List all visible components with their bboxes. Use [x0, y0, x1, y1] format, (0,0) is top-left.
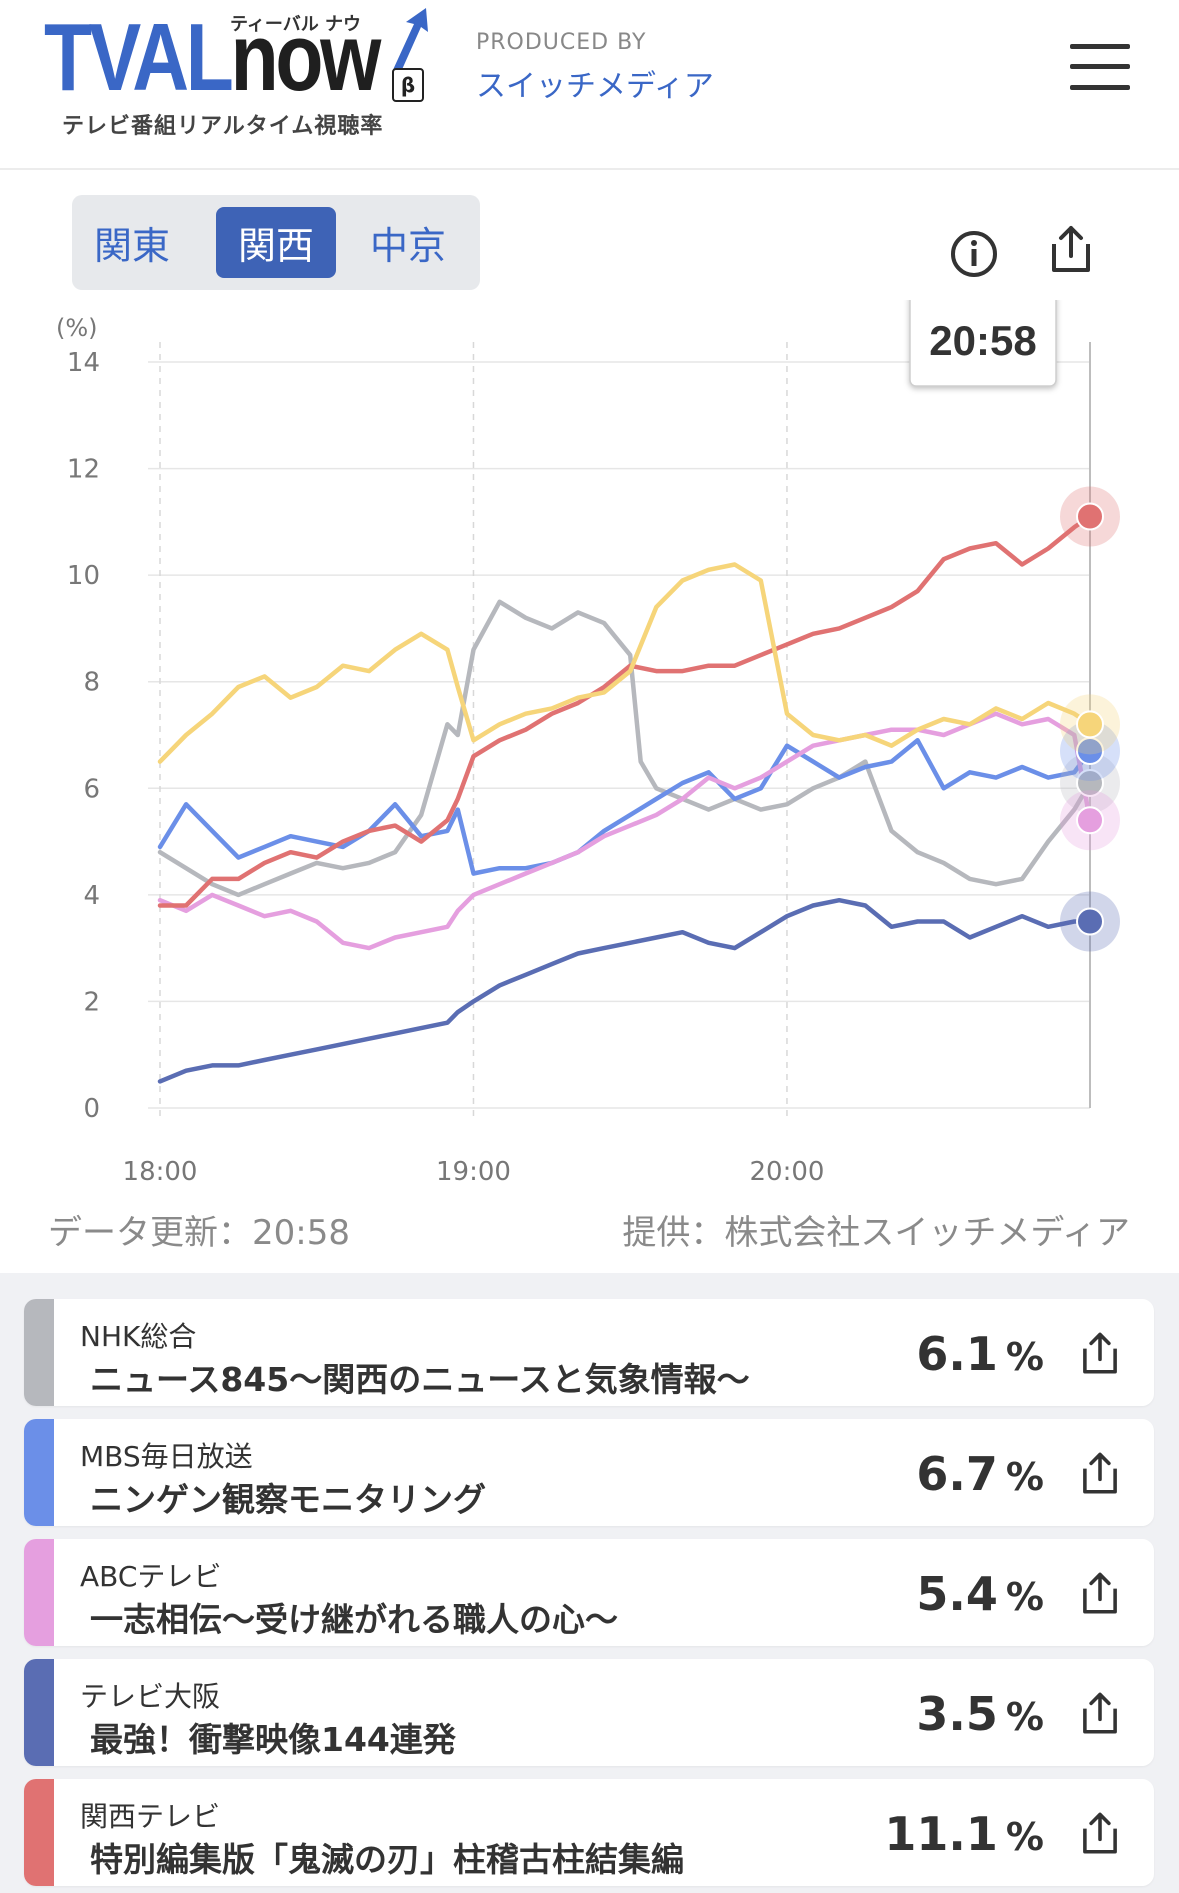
- logo-arrow-icon: [392, 8, 428, 74]
- endpoint-dot: [1076, 907, 1104, 936]
- program-rating: 11.1%: [884, 1807, 1044, 1861]
- tab-kanto[interactable]: 関東: [93, 224, 170, 268]
- series-line: [157, 514, 1093, 908]
- y-tick-label: 6: [83, 774, 100, 804]
- data-update-time: データ更新：20:58: [48, 1213, 350, 1253]
- region-tabs: 関東 関西 中京: [72, 195, 480, 290]
- x-tick-label: 18:00: [123, 1157, 198, 1187]
- logo-kana: ティーバル ナウ: [230, 14, 362, 35]
- x-tick-label: 19:00: [436, 1157, 511, 1187]
- y-tick-label: 0: [83, 1094, 100, 1124]
- program-rating: 3.5%: [916, 1687, 1044, 1741]
- series-line: [157, 562, 1093, 764]
- endpoint-dot: [1076, 502, 1104, 531]
- program-title: 特別編集版「鬼滅の刃」柱稽古柱結集編: [90, 1840, 684, 1879]
- program-rating: 6.7%: [916, 1447, 1044, 1501]
- logo-tagline: テレビ番組リアルタイム視聴率: [62, 114, 384, 139]
- series-line: [157, 897, 1093, 1084]
- share-icon[interactable]: [1044, 222, 1098, 278]
- y-axis-ticks: 0 2 4 6 8 10 12 14: [67, 348, 100, 1124]
- channel-name: MBS毎日放送: [80, 1440, 253, 1473]
- share-icon[interactable]: [1076, 1809, 1124, 1859]
- chart-grid: [148, 342, 1091, 1118]
- y-tick-label: 2: [83, 987, 100, 1017]
- program-title: ニュース845〜関西のニュースと気象情報〜: [90, 1360, 750, 1399]
- chart-series-lines: [157, 514, 1093, 1084]
- channel-color-bar: [24, 1419, 54, 1526]
- program-list: NHK総合 ニュース845〜関西のニュースと気象情報〜 6.1% MBS毎日放送…: [0, 1273, 1179, 1893]
- x-axis-ticks: 18:00 19:00 20:00: [123, 1157, 825, 1187]
- channel-color-bar: [24, 1659, 54, 1766]
- program-card[interactable]: テレビ大阪 最強！衝撃映像144連発 3.5%: [24, 1659, 1154, 1766]
- channel-name: テレビ大阪: [80, 1680, 221, 1713]
- hamburger-icon[interactable]: [1068, 40, 1132, 94]
- producer-name: スイッチメディア: [476, 69, 714, 104]
- info-icon[interactable]: [948, 228, 1000, 280]
- y-axis-unit: (%): [56, 314, 98, 342]
- tab-chukyo[interactable]: 中京: [369, 224, 446, 268]
- time-tooltip: 20:58: [909, 300, 1057, 387]
- ratings-line-chart[interactable]: (%) 0 2 4 6 8 10 12 14 18:00 19:00 20:00 20:58: [0, 300, 1179, 1200]
- program-title: 最強！衝撃映像144連発: [90, 1720, 456, 1759]
- share-icon[interactable]: [1076, 1569, 1124, 1619]
- channel-color-bar: [24, 1779, 54, 1886]
- y-tick-label: 4: [83, 881, 100, 911]
- y-tick-label: 8: [83, 668, 100, 698]
- channel-color-bar: [24, 1299, 54, 1406]
- program-card[interactable]: MBS毎日放送 ニンゲン観察モニタリング 6.7%: [24, 1419, 1154, 1526]
- series-line: [157, 711, 1093, 951]
- produced-by: PRODUCED BY スイッチメディア: [476, 30, 714, 105]
- y-tick-label: 10: [67, 561, 100, 591]
- program-title: 一志相伝〜受け継がれる職人の心〜: [90, 1600, 618, 1639]
- data-source: 提供：株式会社スイッチメディア: [622, 1213, 1130, 1253]
- program-rating: 6.1%: [916, 1327, 1044, 1381]
- series-line: [157, 599, 1093, 898]
- endpoint-dot: [1076, 768, 1104, 797]
- program-title: ニンゲン観察モニタリング: [90, 1480, 486, 1519]
- channel-name: NHK総合: [80, 1320, 197, 1353]
- program-card[interactable]: ABCテレビ 一志相伝〜受け継がれる職人の心〜 5.4%: [24, 1539, 1154, 1646]
- tval-now-logo[interactable]: TVALnow ティーバル ナウ β テレビ番組リアルタイム視聴率: [44, 4, 434, 139]
- tooltip-time: 20:58: [929, 317, 1036, 364]
- chart-endpoints: [1060, 486, 1120, 952]
- endpoint-dot: [1076, 806, 1104, 835]
- endpoint-dot: [1076, 710, 1104, 739]
- program-card[interactable]: NHK総合 ニュース845〜関西のニュースと気象情報〜 6.1%: [24, 1299, 1154, 1406]
- channel-name: ABCテレビ: [80, 1560, 222, 1593]
- channel-name: 関西テレビ: [80, 1800, 221, 1833]
- header: TVALnow ティーバル ナウ β テレビ番組リアルタイム視聴率 PRODUC…: [0, 0, 1179, 170]
- y-tick-label: 12: [67, 455, 100, 485]
- series-line: [157, 738, 1093, 876]
- program-card[interactable]: 関西テレビ 特別編集版「鬼滅の刃」柱稽古柱結集編 11.1%: [24, 1779, 1154, 1886]
- program-rating: 5.4%: [916, 1567, 1044, 1621]
- channel-color-bar: [24, 1539, 54, 1646]
- y-tick-label: 14: [67, 348, 100, 378]
- update-info: データ更新：20:58 提供：株式会社スイッチメディア: [48, 1205, 1130, 1254]
- produced-by-label: PRODUCED BY: [476, 30, 647, 55]
- share-icon[interactable]: [1076, 1689, 1124, 1739]
- share-icon[interactable]: [1076, 1329, 1124, 1379]
- logo-wordmark: TVALnow: [44, 4, 381, 111]
- share-icon[interactable]: [1076, 1449, 1124, 1499]
- tab-kansai[interactable]: 関西: [216, 207, 336, 278]
- logo-beta-badge: β: [392, 68, 424, 102]
- x-tick-label: 20:00: [749, 1157, 824, 1187]
